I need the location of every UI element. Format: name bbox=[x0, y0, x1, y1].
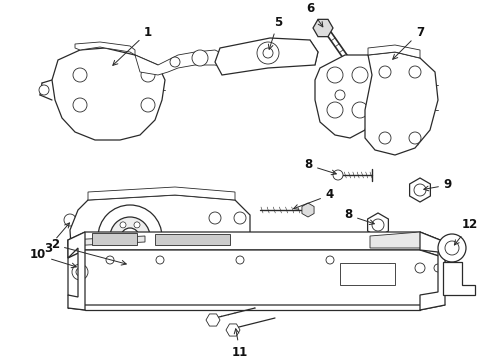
Text: 7: 7 bbox=[392, 26, 423, 59]
Circle shape bbox=[257, 42, 279, 64]
Text: 1: 1 bbox=[113, 26, 152, 66]
Circle shape bbox=[351, 67, 367, 83]
Circle shape bbox=[334, 90, 345, 100]
Circle shape bbox=[325, 256, 333, 264]
Circle shape bbox=[208, 212, 221, 224]
Circle shape bbox=[351, 102, 367, 118]
Text: 10: 10 bbox=[30, 248, 76, 268]
Polygon shape bbox=[70, 195, 249, 275]
Circle shape bbox=[236, 256, 244, 264]
Circle shape bbox=[134, 222, 140, 228]
Polygon shape bbox=[135, 50, 224, 75]
Circle shape bbox=[414, 263, 424, 273]
Circle shape bbox=[64, 214, 76, 226]
Circle shape bbox=[120, 222, 126, 228]
Circle shape bbox=[332, 170, 342, 180]
Text: 5: 5 bbox=[268, 15, 282, 49]
Circle shape bbox=[98, 205, 162, 269]
Circle shape bbox=[110, 217, 150, 257]
Text: 11: 11 bbox=[231, 329, 247, 359]
Bar bbox=[92, 233, 137, 245]
Bar bbox=[339, 263, 394, 285]
Polygon shape bbox=[367, 45, 419, 58]
Circle shape bbox=[113, 234, 119, 240]
Circle shape bbox=[141, 234, 147, 240]
Polygon shape bbox=[364, 52, 437, 155]
Circle shape bbox=[72, 264, 88, 280]
Circle shape bbox=[234, 249, 245, 261]
Polygon shape bbox=[367, 213, 387, 237]
Polygon shape bbox=[225, 324, 240, 336]
Circle shape bbox=[371, 219, 383, 231]
Polygon shape bbox=[314, 55, 374, 138]
Circle shape bbox=[408, 66, 420, 78]
Circle shape bbox=[121, 228, 139, 246]
Polygon shape bbox=[205, 314, 220, 326]
Polygon shape bbox=[68, 250, 444, 305]
Circle shape bbox=[408, 132, 420, 144]
Circle shape bbox=[378, 132, 390, 144]
Circle shape bbox=[437, 234, 465, 262]
Text: 8: 8 bbox=[303, 158, 336, 175]
Text: 9: 9 bbox=[423, 179, 451, 192]
Polygon shape bbox=[419, 232, 444, 310]
Polygon shape bbox=[68, 236, 145, 246]
Circle shape bbox=[192, 50, 207, 66]
Circle shape bbox=[73, 68, 87, 82]
Polygon shape bbox=[442, 262, 474, 295]
Text: 8: 8 bbox=[343, 208, 374, 225]
Circle shape bbox=[378, 66, 390, 78]
Circle shape bbox=[141, 68, 155, 82]
Circle shape bbox=[413, 184, 425, 196]
Text: 2: 2 bbox=[51, 238, 126, 265]
Circle shape bbox=[106, 256, 114, 264]
Circle shape bbox=[208, 249, 221, 261]
Circle shape bbox=[156, 256, 163, 264]
Polygon shape bbox=[68, 232, 85, 310]
Circle shape bbox=[263, 48, 272, 58]
Circle shape bbox=[76, 268, 84, 276]
Circle shape bbox=[326, 67, 342, 83]
Polygon shape bbox=[369, 232, 444, 248]
Bar bbox=[155, 234, 229, 245]
Text: 4: 4 bbox=[293, 189, 333, 209]
Circle shape bbox=[433, 264, 441, 272]
Polygon shape bbox=[301, 203, 313, 217]
Polygon shape bbox=[215, 38, 317, 75]
Circle shape bbox=[120, 246, 126, 252]
Circle shape bbox=[326, 102, 342, 118]
Polygon shape bbox=[75, 42, 135, 55]
Circle shape bbox=[385, 264, 393, 272]
Polygon shape bbox=[88, 187, 235, 200]
Circle shape bbox=[170, 57, 180, 67]
Polygon shape bbox=[312, 19, 332, 37]
Text: 12: 12 bbox=[453, 219, 477, 245]
Circle shape bbox=[141, 98, 155, 112]
Circle shape bbox=[134, 246, 140, 252]
Circle shape bbox=[234, 212, 245, 224]
Polygon shape bbox=[409, 178, 429, 202]
Polygon shape bbox=[52, 48, 164, 140]
Circle shape bbox=[444, 241, 458, 255]
Text: 3: 3 bbox=[44, 223, 69, 255]
Polygon shape bbox=[68, 232, 444, 258]
Circle shape bbox=[73, 98, 87, 112]
Text: 6: 6 bbox=[305, 1, 322, 27]
Circle shape bbox=[39, 85, 49, 95]
